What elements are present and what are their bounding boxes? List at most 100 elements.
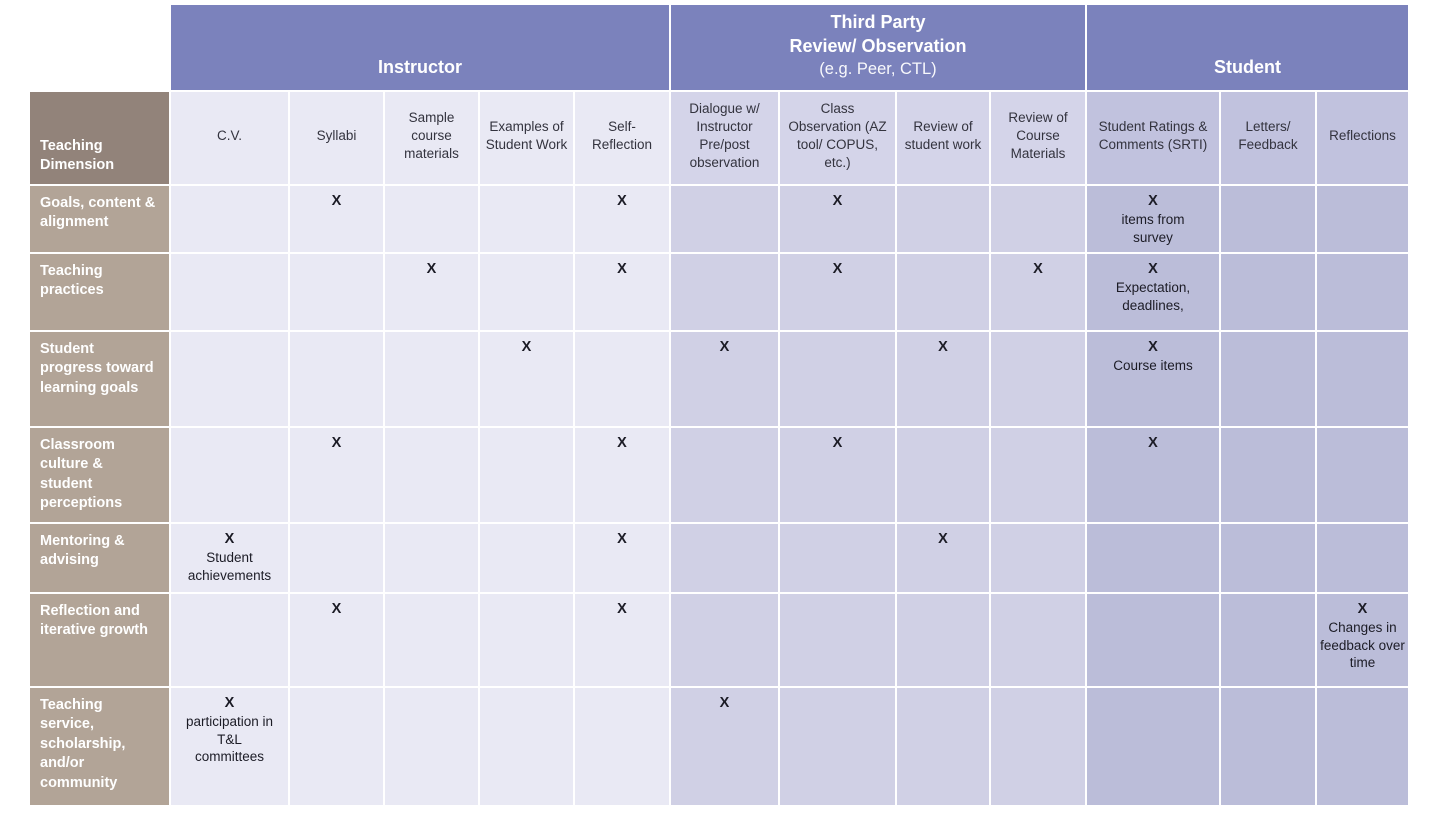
x-mark: X xyxy=(1357,601,1368,617)
matrix-cell: X xyxy=(1087,428,1219,522)
row-header: Teaching practices xyxy=(30,254,169,330)
matrix-cell xyxy=(290,688,383,805)
matrix-cell xyxy=(897,186,989,252)
matrix-cell xyxy=(1221,254,1315,330)
cell-note: items from survey xyxy=(1121,211,1185,245)
matrix-cell xyxy=(1087,594,1219,686)
matrix-cell xyxy=(480,186,573,252)
matrix-cell: X xyxy=(290,428,383,522)
matrix-cell xyxy=(171,594,288,686)
matrix-cell xyxy=(480,594,573,686)
group-title: Review/ Observation xyxy=(789,35,967,56)
x-mark: X xyxy=(1148,261,1158,277)
x-mark: X xyxy=(426,261,437,277)
matrix-cell xyxy=(1221,594,1315,686)
x-mark: X xyxy=(719,339,730,355)
row-header: Goals, content & alignment xyxy=(30,186,169,252)
row-header: Classroom culture & student perceptions xyxy=(30,428,169,522)
group-title: Third Party xyxy=(830,11,926,32)
x-mark: X xyxy=(1033,261,1043,277)
cell-note: Expectation, deadlines, xyxy=(1115,279,1191,313)
x-mark: X xyxy=(617,531,627,547)
x-mark: X xyxy=(617,193,627,209)
cell-note: Student achievements xyxy=(187,549,272,583)
column-header: Sample course materials xyxy=(385,92,478,184)
matrix-cell xyxy=(991,524,1085,592)
matrix-cell: X xyxy=(575,524,669,592)
matrix-cell: X xyxy=(575,428,669,522)
matrix-cell xyxy=(1221,428,1315,522)
x-mark: X xyxy=(617,435,627,451)
matrix-cell: X Changes in feedback over time xyxy=(1317,594,1408,686)
matrix-cell xyxy=(385,428,478,522)
group-header-instructor: Instructor xyxy=(171,5,669,90)
matrix-cell xyxy=(1317,428,1408,522)
matrix-cell: X xyxy=(780,186,895,252)
row-header: Teaching service, scholarship, and/or co… xyxy=(30,688,169,805)
group-title: Student xyxy=(1214,57,1281,78)
matrix-cell xyxy=(385,332,478,426)
column-header: Dialogue w/ Instructor Pre/post observat… xyxy=(671,92,778,184)
column-header: Examples of Student Work xyxy=(480,92,573,184)
matrix-cell xyxy=(480,254,573,330)
matrix-cell: X xyxy=(897,524,989,592)
x-mark: X xyxy=(1148,339,1158,355)
matrix-cell: X xyxy=(671,688,778,805)
matrix-cell xyxy=(780,524,895,592)
group-subtitle: (e.g. Peer, CTL) xyxy=(819,59,937,78)
matrix-cell: X xyxy=(480,332,573,426)
matrix-cell: X Course items xyxy=(1087,332,1219,426)
group-title: Instructor xyxy=(377,57,462,78)
matrix-cell xyxy=(897,688,989,805)
matrix-cell xyxy=(575,332,669,426)
matrix-cell: X Student achievements xyxy=(171,524,288,592)
matrix-cell xyxy=(1221,524,1315,592)
matrix-cell xyxy=(385,524,478,592)
matrix-cell xyxy=(1087,524,1219,592)
matrix-cell xyxy=(991,594,1085,686)
cell-note: Changes in feedback over time xyxy=(1320,619,1405,671)
matrix-cell xyxy=(671,186,778,252)
matrix-cell xyxy=(385,186,478,252)
x-mark: X xyxy=(224,695,235,711)
matrix-cell xyxy=(480,428,573,522)
matrix-cell xyxy=(1087,688,1219,805)
column-header: Reflections xyxy=(1317,92,1408,184)
matrix-cell xyxy=(171,254,288,330)
matrix-cell xyxy=(1221,332,1315,426)
matrix-cell xyxy=(897,428,989,522)
column-header: Self-Reflection xyxy=(575,92,669,184)
column-header: Review of Course Materials xyxy=(991,92,1085,184)
column-header: Class Observation (AZ tool/ COPUS, etc.) xyxy=(780,92,895,184)
row-header: Mentoring & advising xyxy=(30,524,169,592)
matrix-cell xyxy=(1317,186,1408,252)
matrix-cell xyxy=(290,332,383,426)
x-mark: X xyxy=(331,435,342,451)
x-mark: X xyxy=(617,601,627,617)
matrix-cell xyxy=(1221,688,1315,805)
matrix-cell xyxy=(385,594,478,686)
matrix-cell xyxy=(671,524,778,592)
matrix-cell xyxy=(780,332,895,426)
column-header: C.V. xyxy=(171,92,288,184)
matrix-cell: X xyxy=(575,186,669,252)
x-mark: X xyxy=(1148,435,1158,451)
x-mark: X xyxy=(224,531,235,547)
matrix-cell xyxy=(1221,186,1315,252)
matrix-cell: X xyxy=(290,594,383,686)
matrix-cell xyxy=(1317,254,1408,330)
matrix-cell: X xyxy=(671,332,778,426)
group-header-student: Student xyxy=(1087,5,1408,90)
matrix-cell xyxy=(385,688,478,805)
matrix-cell xyxy=(171,186,288,252)
x-mark: X xyxy=(331,601,342,617)
matrix-cell xyxy=(897,594,989,686)
matrix-cell xyxy=(897,254,989,330)
x-mark: X xyxy=(832,193,843,209)
matrix-cell xyxy=(171,332,288,426)
x-mark: X xyxy=(617,261,627,277)
matrix-cell xyxy=(1317,332,1408,426)
matrix-cell: X xyxy=(575,254,669,330)
